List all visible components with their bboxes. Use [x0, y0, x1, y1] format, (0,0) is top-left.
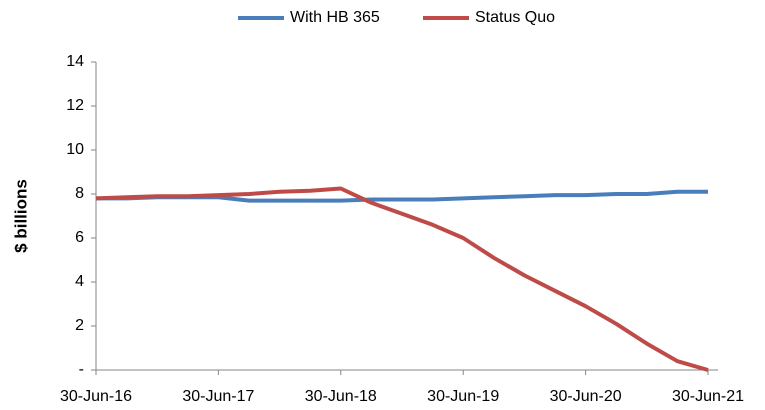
y-tick-label: - [79, 361, 84, 378]
legend-label: With HB 365 [290, 9, 380, 26]
y-tick-label: 10 [66, 141, 84, 158]
x-tick-label: 30-Jun-16 [60, 388, 132, 405]
y-tick-label: 14 [66, 53, 84, 70]
y-tick-label: 2 [75, 317, 84, 334]
legend-label: Status Quo [475, 9, 555, 26]
y-tick-label: 6 [75, 229, 84, 246]
x-tick-label: 30-Jun-20 [550, 388, 622, 405]
x-tick-label: 30-Jun-21 [672, 388, 744, 405]
x-tick-label: 30-Jun-17 [182, 388, 254, 405]
y-tick-label: 4 [75, 273, 84, 290]
y-tick-label: 8 [75, 185, 84, 202]
y-tick-label: 12 [66, 97, 84, 114]
x-tick-label: 30-Jun-19 [427, 388, 499, 405]
series-line [95, 186, 709, 372]
y-axis-label: $ billions [11, 179, 30, 253]
x-tick-label: 30-Jun-18 [305, 388, 377, 405]
